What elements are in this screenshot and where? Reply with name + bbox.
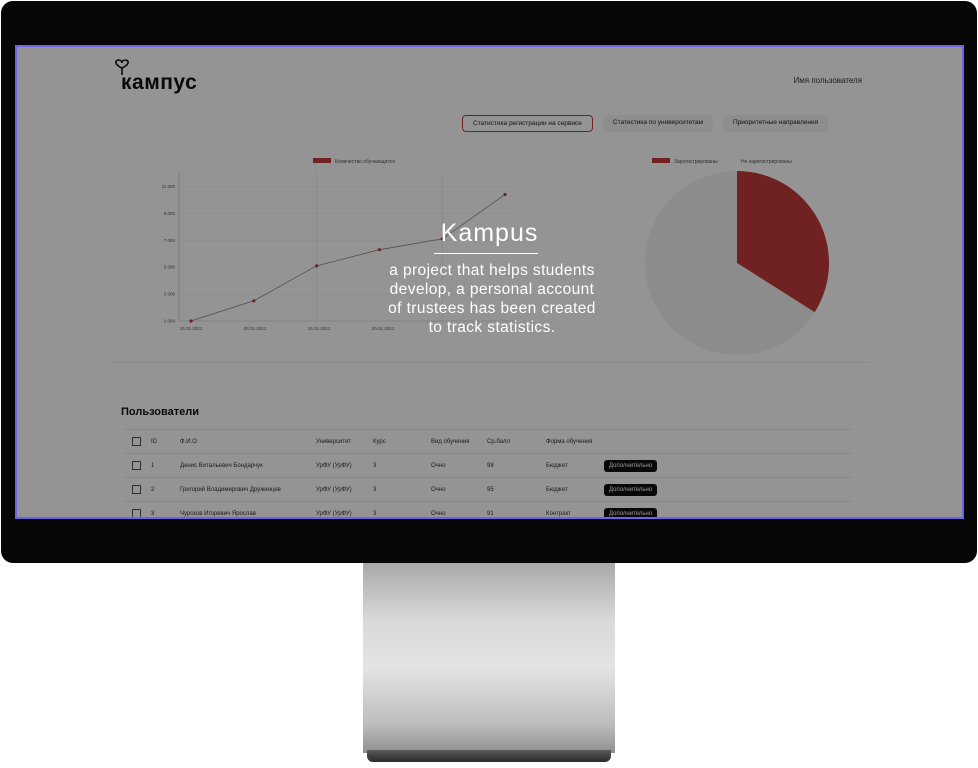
dim-overlay: [17, 47, 962, 517]
promo-line-2: develop, a personal account: [389, 281, 595, 298]
x-tick-label: 15.01.2021: [180, 326, 203, 331]
cell-university: УрФУ (УрФУ): [316, 486, 352, 493]
cell-gpa: 98: [487, 462, 494, 469]
tab-university-stats[interactable]: Статистика по университетам: [602, 115, 714, 132]
table-row: 3 Чурсков Игоревич Ярослав УрФУ (УрФУ) 3…: [123, 502, 853, 517]
promo-description: a project that helps students develop, a…: [357, 261, 627, 337]
cell-form: Бюджет: [546, 462, 568, 469]
table-row: 1 Денис Витальевич Бондарчук УрФУ (УрФУ)…: [123, 454, 853, 478]
cell-course: 3: [373, 486, 377, 493]
monitor-stand: [363, 563, 615, 753]
data-point: [377, 248, 381, 252]
cell-study-type: Очно: [431, 486, 446, 493]
heart-key-logo-icon: [115, 59, 129, 75]
table-row: 2 Григорий Владимирович Дружинцев УрФУ (…: [123, 478, 853, 502]
cell-course: 3: [373, 462, 377, 469]
promo-title: Kampus: [440, 219, 539, 247]
users-section-title: Пользователи: [121, 406, 200, 418]
more-details-button[interactable]: Дополнительно: [604, 483, 658, 496]
row-checkbox[interactable]: [132, 485, 141, 494]
pie-slice: [737, 171, 829, 313]
registrations-line-chart: Количество обучающихся 1 000 3 000 5 000 7 0…: [162, 158, 517, 331]
legend-swatch: [313, 158, 331, 163]
data-point: [503, 192, 507, 197]
registration-share-pie-chart: Зарегистрированы Не зарегистрированы: [645, 158, 829, 355]
promo-underline: [434, 253, 538, 254]
y-tick-label: 1 000: [164, 319, 176, 324]
series-line: [190, 194, 506, 322]
row-checkbox[interactable]: [132, 461, 141, 470]
legend-label: Зарегистрированы: [674, 159, 718, 165]
col-id: ID: [151, 438, 157, 445]
cell-study-type: Очно: [431, 510, 446, 517]
y-tick-label: 5 000: [164, 265, 176, 270]
x-tick-label: 03.01.2021: [244, 326, 267, 331]
col-study-type: Вид обучения: [431, 438, 470, 445]
pie-slice: [645, 171, 815, 355]
y-tick-label: 7 000: [164, 238, 176, 243]
cell-name: Денис Витальевич Бондарчук: [180, 462, 263, 469]
cell-name: Григорий Владимирович Дружинцев: [180, 486, 281, 493]
cell-id: 1: [151, 462, 155, 469]
monitor-screen: кампус Имя пользователя Статистика регис…: [15, 45, 964, 519]
cell-gpa: 91: [487, 510, 494, 517]
section-divider: [112, 362, 870, 363]
y-tick-label: 11 000: [162, 184, 176, 189]
col-name: Ф.И.О: [180, 438, 197, 445]
cell-id: 3: [151, 510, 155, 517]
legend-swatch: [652, 158, 670, 163]
more-details-button[interactable]: Дополнительно: [604, 459, 658, 472]
cell-university: УрФУ (УрФУ): [316, 462, 352, 469]
promo-caption: Kampus a project that helps students dev…: [17, 47, 962, 517]
col-course: Курс: [373, 438, 386, 445]
monitor-stand-base: [367, 750, 611, 762]
select-all-checkbox[interactable]: [132, 437, 141, 446]
promo-line-3: of trustees has been created: [388, 300, 596, 317]
cell-course: 3: [373, 510, 377, 517]
table-header-row: ID Ф.И.О Университет Курс Вид обучения С…: [123, 430, 853, 454]
legend-label: Количество обучающихся: [335, 159, 395, 165]
cell-gpa: 95: [487, 486, 494, 493]
col-gpa: Ср.балл: [487, 438, 510, 445]
user-name-link[interactable]: Имя пользователя: [793, 76, 862, 85]
tab-priority-directions[interactable]: Приоритетные направления: [723, 115, 829, 132]
data-point: [440, 237, 444, 241]
y-tick-label: 3 000: [164, 292, 176, 297]
cell-form: Контракт: [546, 510, 572, 517]
legend-label: Не зарегистрированы: [741, 159, 792, 165]
data-point: [315, 264, 319, 268]
col-form: Форма обучения: [546, 438, 593, 445]
monitor-bezel: кампус Имя пользователя Статистика регис…: [1, 1, 977, 563]
x-tick-label: 15.01.2021: [308, 326, 331, 331]
data-point: [189, 319, 193, 323]
legend-swatch: [738, 158, 739, 159]
users-table: ID Ф.И.О Университет Курс Вид обучения С…: [123, 429, 853, 517]
cell-study-type: Очно: [431, 462, 446, 469]
cell-form: Бюджет: [546, 486, 568, 493]
x-tick-label: 20.01.2021: [372, 326, 395, 331]
row-checkbox[interactable]: [132, 509, 141, 517]
more-details-button[interactable]: Дополнительно: [604, 507, 658, 517]
cell-university: УрФУ (УрФУ): [316, 510, 352, 517]
stats-tabs: Статистика регистрации на сервисе Статис…: [462, 115, 829, 132]
col-university: Университет: [316, 438, 351, 445]
data-point: [252, 299, 256, 303]
app-logo[interactable]: кампус: [121, 71, 198, 94]
promo-line-1: a project that helps students: [389, 262, 595, 279]
promo-line-4: to track statistics.: [428, 319, 556, 336]
cell-id: 2: [151, 486, 155, 493]
tab-registration-stats[interactable]: Статистика регистрации на сервисе: [462, 115, 593, 132]
cell-name: Чурсков Игоревич Ярослав: [180, 510, 256, 517]
y-tick-label: 9 000: [164, 211, 176, 216]
